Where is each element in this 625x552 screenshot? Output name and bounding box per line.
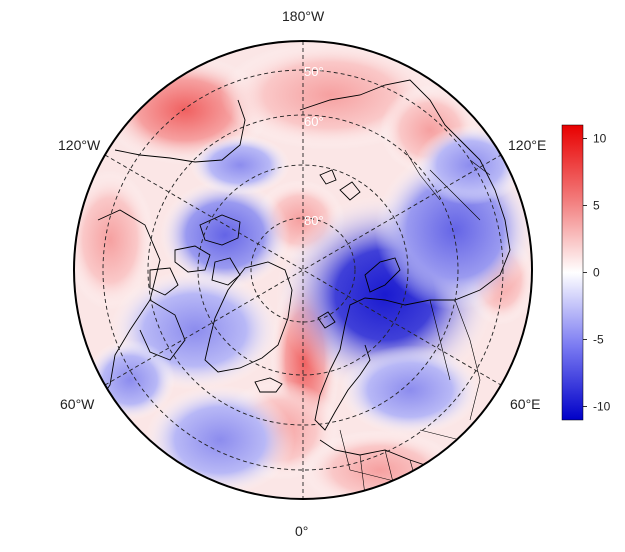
lon-label-120w: 120°W xyxy=(58,137,101,153)
lat-label-60: 60° xyxy=(304,114,324,129)
lat-circle-70 xyxy=(197,164,409,376)
coastlines xyxy=(95,79,511,496)
colorbar-tick-label: -10 xyxy=(593,400,611,414)
meridian-120e-60w xyxy=(104,154,502,386)
hudson-bay-outline xyxy=(139,299,186,361)
lon-label-60w: 60°W xyxy=(60,396,95,412)
lon-label-60e: 60°E xyxy=(510,396,541,412)
greenland-outline xyxy=(204,261,293,373)
colorbar: 10 5 0 -5 -10 xyxy=(561,124,611,421)
svalbard-outline xyxy=(317,311,336,329)
lat-label-80: 80° xyxy=(304,213,324,228)
colorbar-ticks: 10 5 0 -5 -10 xyxy=(583,131,611,414)
alaska-outline xyxy=(114,99,246,163)
colorbar-tick-label: 10 xyxy=(593,131,607,145)
colorbar-gradient xyxy=(561,124,584,421)
eurasia-north-coast xyxy=(299,79,511,351)
lon-label-120e: 120°E xyxy=(508,137,547,153)
lat-label-50: 50° xyxy=(304,64,324,79)
lat-circle-80 xyxy=(250,217,356,323)
lon-label-180w: 180°W xyxy=(282,8,325,24)
colorbar-tick-label: -5 xyxy=(593,333,604,347)
meridian-60e-120w xyxy=(104,154,502,386)
scandinavia-outline xyxy=(314,344,371,431)
map-boundary xyxy=(73,40,533,500)
siberian-islands-outline xyxy=(319,169,361,201)
colorbar-tick-label: 0 xyxy=(593,266,600,280)
novaya-zemlya-outline xyxy=(364,257,401,293)
lat-circle-50 xyxy=(102,69,504,471)
anomaly-field xyxy=(74,41,532,499)
lon-label-0: 0° xyxy=(295,523,309,539)
canadian-archipelago-outline xyxy=(149,214,241,296)
gridlines xyxy=(102,41,504,499)
iceland-outline xyxy=(254,377,283,393)
colorbar-tick-label: 5 xyxy=(593,198,600,212)
